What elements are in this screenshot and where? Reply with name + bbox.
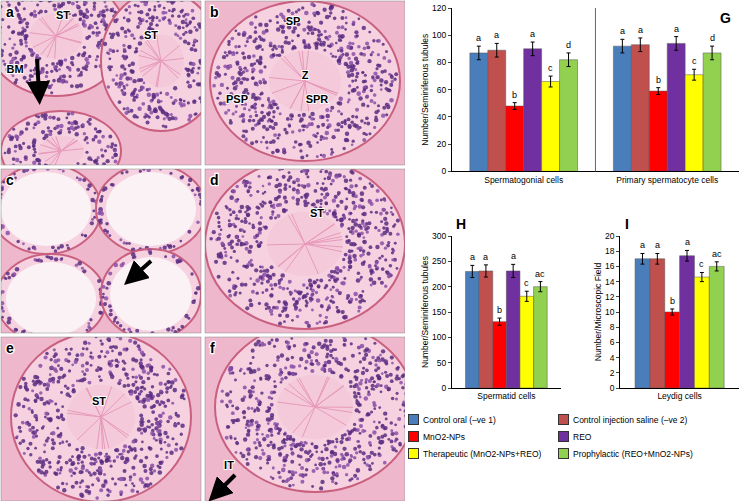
svg-text:c: c (548, 63, 553, 73)
svg-text:b: b (512, 90, 517, 100)
svg-text:Primary spermatocyte cells: Primary spermatocyte cells (616, 175, 718, 185)
svg-text:BM: BM (6, 63, 23, 75)
svg-text:Spermatogonial cells: Spermatogonial cells (484, 175, 563, 185)
svg-text:Leydig cells: Leydig cells (657, 391, 701, 401)
svg-text:a: a (620, 26, 625, 36)
svg-text:c: c (699, 259, 704, 269)
svg-text:ac: ac (535, 269, 545, 279)
svg-text:a: a (511, 251, 516, 261)
svg-text:f: f (210, 340, 215, 356)
svg-text:Spermatid cells: Spermatid cells (477, 391, 535, 401)
svg-text:ST: ST (92, 395, 106, 407)
svg-text:150: 150 (432, 307, 446, 317)
svg-text:G: G (720, 10, 731, 26)
svg-text:0: 0 (610, 383, 615, 393)
svg-text:2: 2 (610, 368, 615, 378)
svg-text:d: d (566, 40, 571, 50)
svg-text:250: 250 (432, 256, 446, 266)
svg-text:a: a (674, 24, 679, 34)
svg-text:300: 300 (432, 231, 446, 241)
svg-text:ST: ST (144, 29, 158, 41)
svg-text:a: a (530, 29, 535, 39)
svg-text:ST: ST (56, 9, 70, 21)
svg-text:H: H (456, 216, 466, 232)
svg-text:12: 12 (605, 292, 615, 302)
svg-text:20: 20 (437, 139, 447, 149)
svg-text:a: a (470, 252, 475, 262)
html-text:Therapeutic (MnO2-NPs+REO): Therapeutic (MnO2-NPs+REO) (423, 448, 542, 459)
svg-text:I: I (625, 216, 629, 232)
svg-text:Number/Seminiferous tubules: Number/Seminiferous tubules (420, 34, 430, 146)
svg-text:IT: IT (224, 459, 234, 471)
svg-text:d: d (210, 172, 219, 188)
svg-text:c: c (524, 278, 529, 288)
svg-text:16: 16 (605, 261, 615, 271)
html-text:Control oral (–ve 1): Control oral (–ve 1) (423, 414, 496, 425)
svg-text:4: 4 (610, 353, 615, 363)
svg-text:c: c (692, 56, 697, 66)
svg-text:a: a (655, 240, 660, 250)
svg-text:ac: ac (712, 249, 722, 259)
svg-text:8: 8 (610, 322, 615, 332)
svg-text:80: 80 (437, 57, 447, 67)
svg-text:Number/Seminiferous tubules: Number/Seminiferous tubules (420, 256, 430, 368)
svg-text:Z: Z (302, 69, 309, 81)
svg-text:b: b (656, 75, 661, 85)
svg-text:b: b (670, 296, 675, 306)
svg-text:100: 100 (432, 30, 446, 40)
svg-text:6: 6 (610, 337, 615, 347)
html-text:MnO2-NPs: MnO2-NPs (423, 431, 465, 442)
svg-text:18: 18 (605, 246, 615, 256)
svg-text:PSP: PSP (226, 93, 248, 105)
svg-text:c: c (6, 172, 14, 188)
svg-text:SPR: SPR (306, 93, 329, 105)
html-text:Prophylactic (REO+MnO2-NPs): Prophylactic (REO+MnO2-NPs) (573, 448, 693, 459)
svg-text:14: 14 (605, 277, 615, 287)
svg-text:e: e (6, 340, 14, 356)
svg-text:SP: SP (286, 15, 301, 27)
svg-text:d: d (710, 33, 715, 43)
svg-text:a: a (476, 33, 481, 43)
svg-text:10: 10 (605, 307, 615, 317)
svg-text:20: 20 (605, 231, 615, 241)
svg-text:0: 0 (441, 383, 446, 393)
svg-text:100: 100 (432, 332, 446, 342)
html-text:Control injection saline (–ve: Control injection saline (–ve 2) (573, 414, 688, 425)
html-text:REO: REO (573, 431, 592, 442)
svg-text:b: b (497, 305, 502, 315)
svg-text:b: b (210, 4, 219, 20)
svg-text:40: 40 (437, 112, 447, 122)
svg-text:200: 200 (432, 282, 446, 292)
svg-text:ST: ST (310, 207, 324, 219)
svg-text:a: a (483, 252, 488, 262)
svg-text:a: a (685, 237, 690, 247)
svg-text:60: 60 (437, 85, 447, 95)
svg-text:120: 120 (432, 3, 446, 13)
svg-text:0: 0 (441, 166, 446, 176)
svg-text:a: a (6, 4, 14, 20)
svg-text:a: a (638, 25, 643, 35)
svg-text:Number/Microscopic Field: Number/Microscopic Field (593, 263, 603, 362)
svg-text:a: a (494, 30, 499, 40)
svg-text:50: 50 (437, 358, 447, 368)
svg-text:a: a (640, 240, 645, 250)
